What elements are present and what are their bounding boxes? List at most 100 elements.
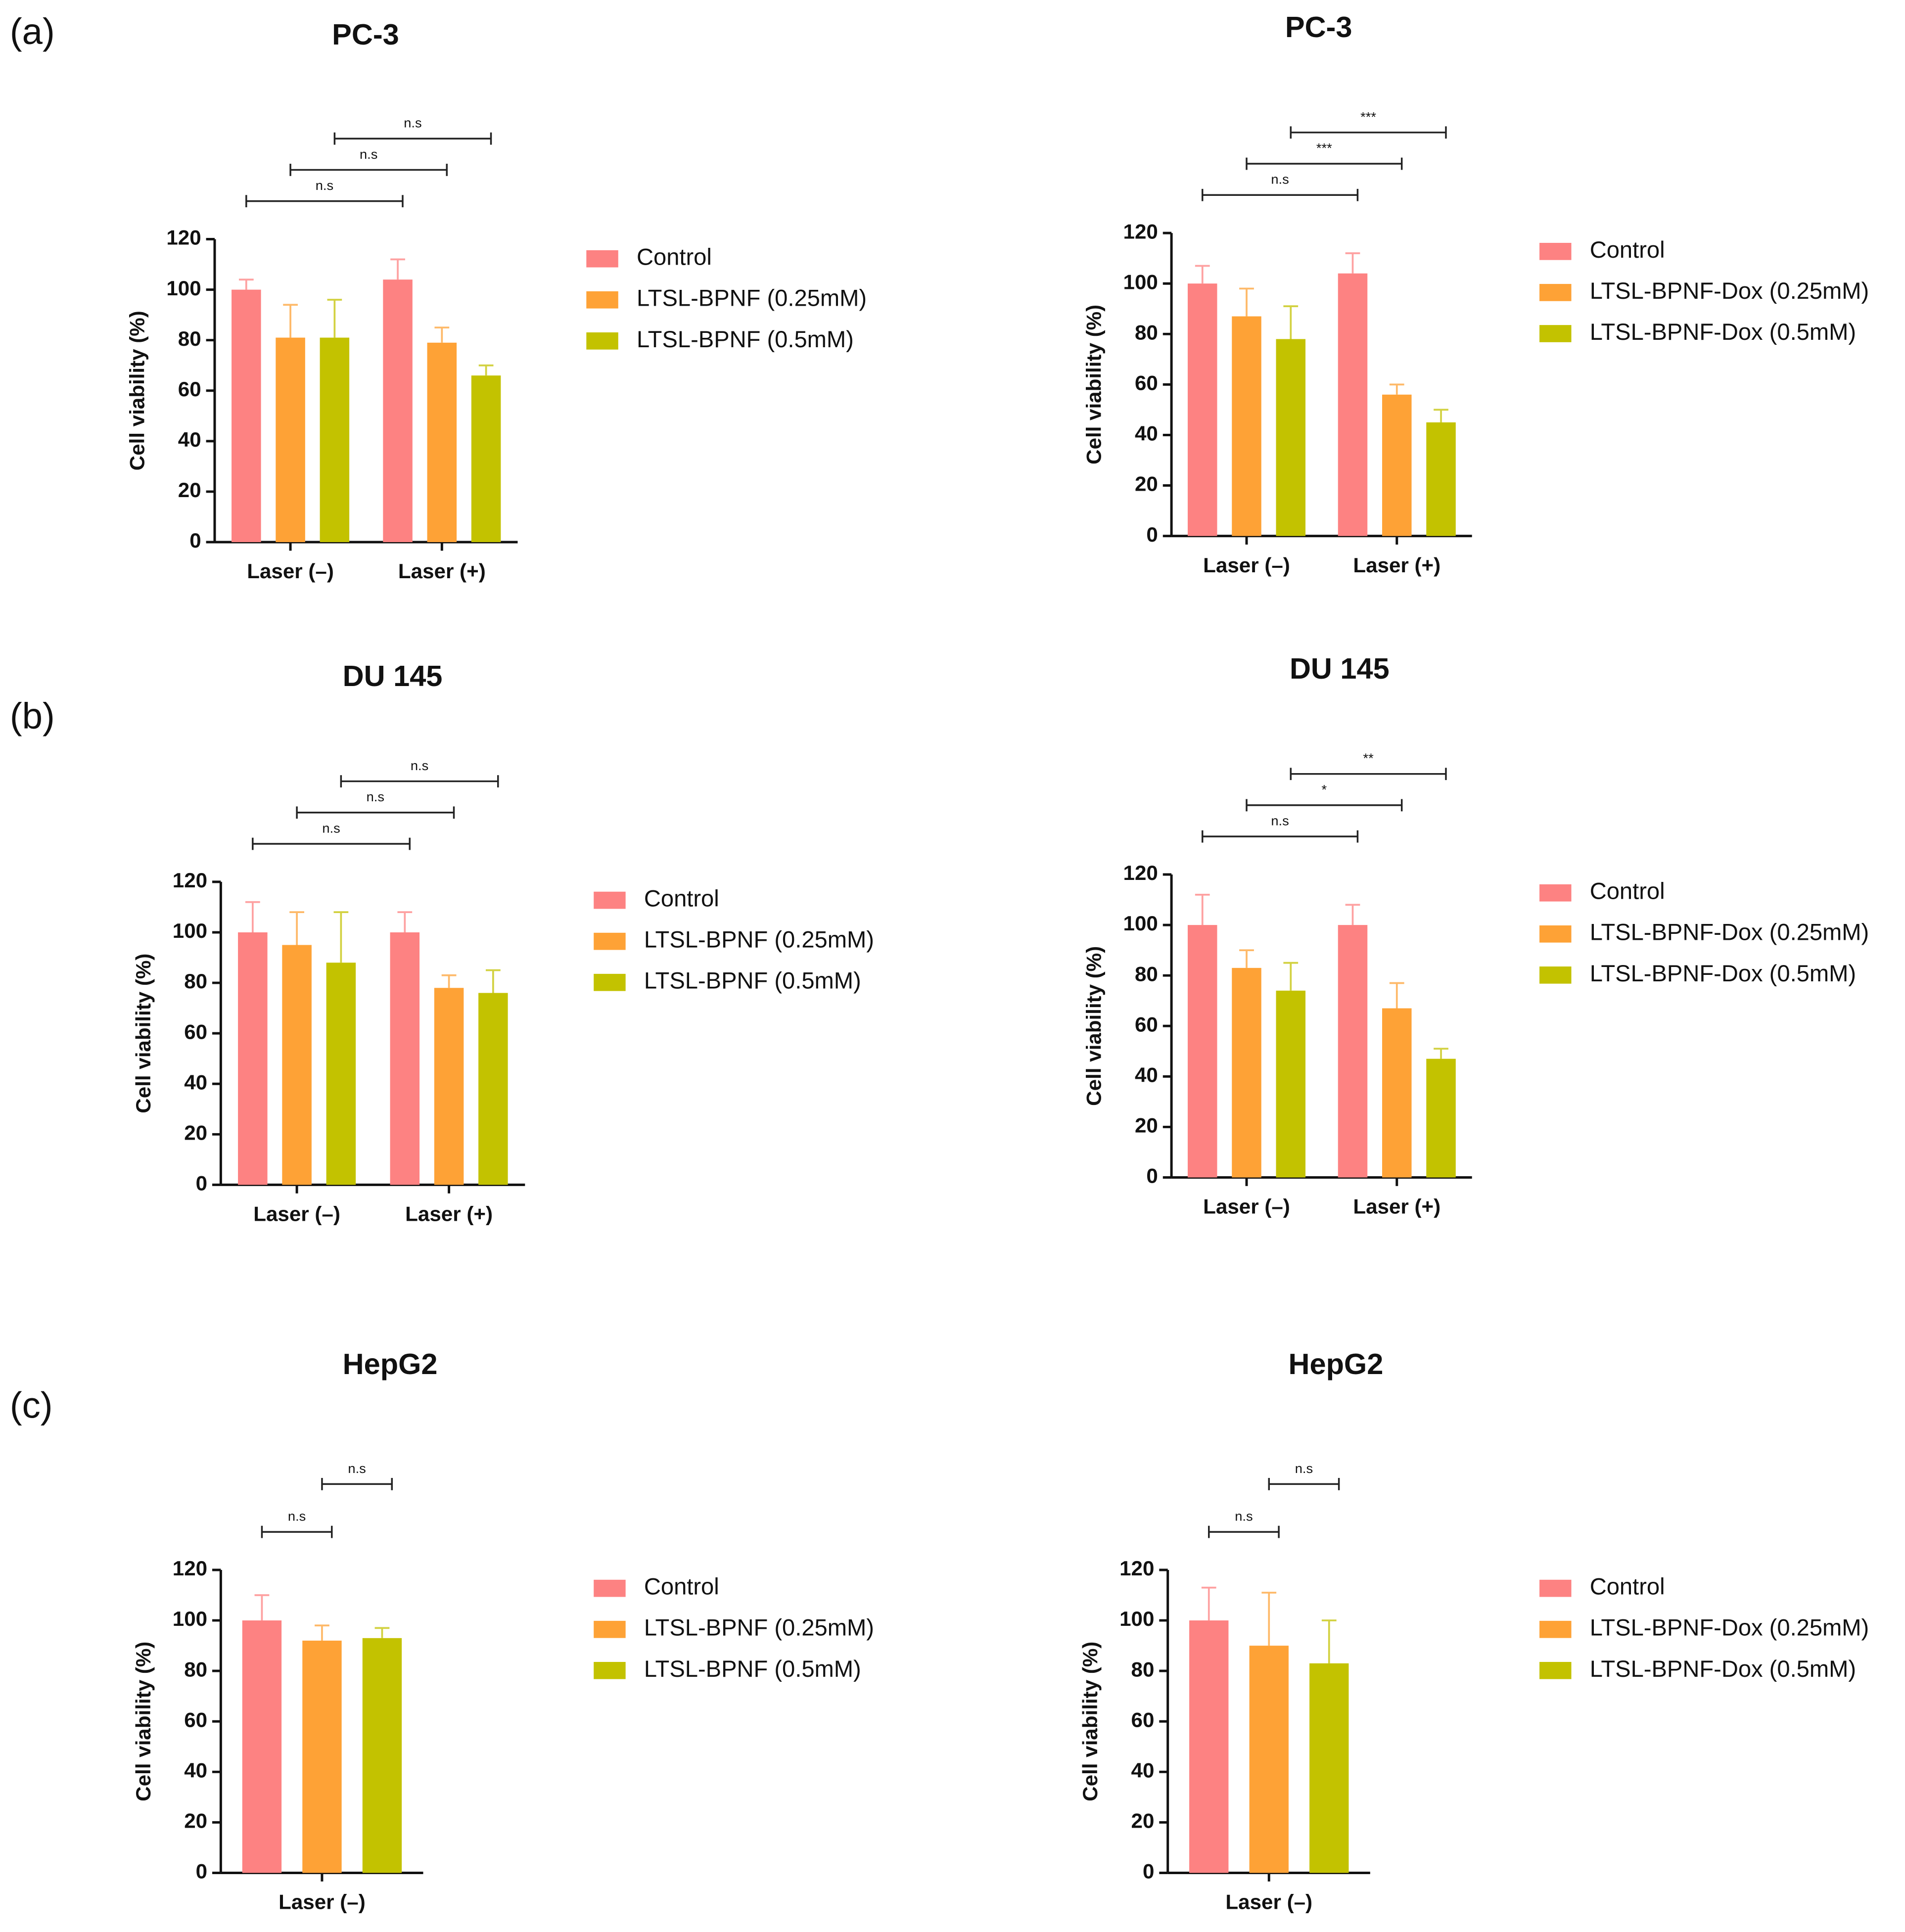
y-tick-label: 80: [184, 969, 207, 993]
y-tick-label: 100: [1123, 912, 1158, 935]
legend-label: LTSL-BPNF (0.25mM): [644, 1614, 874, 1641]
significance-label: n.s: [316, 178, 333, 193]
y-tick-label: 60: [184, 1020, 207, 1043]
significance-label: n.s: [1235, 1509, 1253, 1524]
y-tick-label: 40: [184, 1070, 207, 1094]
error-bar: [238, 278, 254, 290]
legend-label: Control: [1590, 236, 1665, 263]
legend-label: Control: [644, 1573, 719, 1600]
y-tick-label: 60: [1135, 1012, 1158, 1036]
error-bar: [1389, 383, 1404, 395]
bar: [390, 932, 420, 1185]
error-bar: [1283, 305, 1299, 339]
legend-label: LTSL-BPNF-Dox (0.5mM): [1590, 319, 1856, 345]
error-bar: [333, 911, 349, 963]
significance-label: *: [1322, 782, 1327, 797]
chart: PC-3 Cell viability (%) 0 20 40 60 80 100 120 Las…: [125, 18, 867, 583]
y-tick-label: 0: [189, 529, 201, 552]
legend-swatch: [1539, 884, 1572, 902]
panel-label: (a): [10, 11, 55, 52]
error-bar: [1389, 982, 1404, 1009]
y-axis-label: Cell viability (%): [125, 311, 148, 470]
legend-label: LTSL-BPNF (0.25mM): [637, 285, 867, 311]
bar: [1382, 394, 1412, 536]
chart-title: PC-3: [332, 18, 399, 51]
y-tick-label: 20: [178, 478, 201, 502]
y-tick-label: 60: [184, 1708, 207, 1731]
error-bar: [1195, 265, 1210, 284]
significance-label: **: [1363, 750, 1374, 766]
bar: [1338, 925, 1368, 1178]
error-bar: [1261, 1592, 1277, 1646]
x-tick-label: Laser (–): [1203, 1195, 1290, 1218]
legend-label: LTSL-BPNF-Dox (0.25mM): [1590, 277, 1869, 304]
legend-swatch: [1539, 925, 1572, 943]
legend-swatch: [594, 973, 626, 991]
y-axis-label: Cell viability (%): [1078, 1642, 1102, 1801]
bar: [238, 932, 268, 1185]
y-tick-label: 60: [1135, 371, 1158, 395]
significance-label: n.s: [404, 115, 421, 131]
y-tick-label: 80: [1135, 962, 1158, 985]
legend-swatch: [594, 1661, 626, 1679]
y-axis-label: Cell viability (%): [1082, 305, 1106, 464]
error-bar: [283, 304, 298, 338]
y-tick-label: 40: [1131, 1758, 1155, 1782]
bar: [1187, 283, 1217, 536]
panel-label: (c): [10, 1384, 53, 1426]
error-bar: [1434, 1048, 1448, 1059]
error-bar: [1434, 409, 1448, 422]
chart: PC-3 Cell viability (%) 0 20 40 60 80 100 120 Las…: [1082, 10, 1869, 577]
y-tick-label: 0: [196, 1172, 207, 1195]
y-tick-label: 120: [1119, 1557, 1154, 1580]
chart-title: PC-3: [1285, 10, 1352, 44]
y-tick-label: 0: [1146, 1164, 1158, 1188]
chart-title: DU 145: [343, 659, 443, 692]
error-bar: [1239, 949, 1254, 968]
error-bar: [315, 1624, 329, 1641]
legend-swatch: [594, 891, 626, 909]
legend-swatch: [1539, 1661, 1572, 1679]
significance-label: ***: [1316, 140, 1332, 155]
bar: [471, 375, 501, 543]
bar: [282, 945, 312, 1185]
bar: [1189, 1620, 1229, 1873]
y-tick-label: 120: [1123, 220, 1158, 243]
significance-label: n.s: [1271, 172, 1289, 187]
error-bar: [1321, 1619, 1337, 1663]
legend-label: LTSL-BPNF (0.5mM): [637, 326, 854, 352]
bar: [326, 963, 356, 1185]
y-tick-label: 20: [1131, 1809, 1155, 1833]
significance-label: n.s: [1271, 813, 1289, 828]
x-tick-label: Laser (+): [1353, 1195, 1440, 1218]
y-tick-label: 80: [184, 1657, 207, 1681]
significance-label: n.s: [411, 758, 428, 773]
significance-label: ***: [1360, 109, 1376, 124]
legend-swatch: [586, 332, 618, 350]
chart-title: DU 145: [1290, 652, 1390, 685]
bar: [1426, 422, 1456, 536]
bar: [232, 289, 261, 543]
error-bar: [1345, 904, 1360, 925]
y-tick-label: 80: [178, 327, 201, 350]
significance-label: n.s: [288, 1509, 306, 1524]
bar: [1232, 967, 1261, 1178]
error-bar: [390, 258, 405, 280]
error-bar: [254, 1594, 270, 1621]
error-bar: [374, 1627, 390, 1638]
bar: [1426, 1058, 1456, 1178]
bar: [302, 1640, 342, 1873]
error-bar: [1239, 287, 1254, 317]
bar: [1232, 316, 1261, 536]
error-bar: [434, 326, 450, 343]
y-tick-label: 40: [1135, 1063, 1158, 1086]
error-bar: [1283, 962, 1299, 991]
y-tick-label: 80: [1131, 1657, 1155, 1681]
x-tick-label: Laser (+): [398, 559, 486, 583]
bar: [320, 337, 350, 543]
y-tick-label: 40: [1135, 422, 1158, 445]
y-tick-label: 60: [1131, 1708, 1155, 1731]
y-tick-label: 20: [184, 1809, 207, 1833]
bar: [478, 993, 508, 1185]
legend-swatch: [1539, 325, 1572, 342]
